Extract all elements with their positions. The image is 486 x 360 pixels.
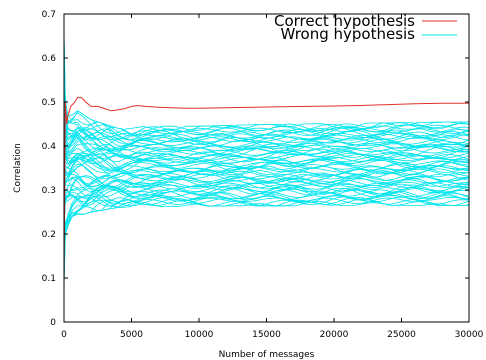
y-tick-label: 0 [50,318,56,328]
wrong-hypothesis-line [63,144,470,169]
x-tick-label: 10000 [185,330,214,340]
x-tick-label: 15000 [252,330,281,340]
wrong-hypothesis-line [63,176,470,219]
y-tick-label: 0.4 [42,142,57,152]
wrong-hypothesis-line [63,130,470,162]
legend-label-correct: Correct hypothesis [274,12,415,30]
wrong-hypothesis-line [63,196,470,274]
wrong-hypothesis-line [63,163,470,190]
y-tick-label: 0.2 [42,230,56,240]
y-tick-label: 0.1 [42,274,56,284]
y-tick-label: 0.5 [42,98,56,108]
wrong-hypothesis-line [63,148,470,171]
y-tick-label: 0.6 [42,54,57,64]
x-tick-label: 30000 [455,330,484,340]
y-tick-label: 0.7 [42,10,56,20]
wrong-hypothesis-line [63,174,470,197]
legend-label-wrong: Wrong hypothesis [281,25,416,43]
wrong-hypothesis-line [63,53,470,140]
wrong-hypothesis-line [63,168,470,187]
x-tick-label: 20000 [320,330,349,340]
wrong-hypothesis-line [63,182,470,246]
wrong-hypothesis-line [63,186,470,230]
wrong-hypothesis-line [63,152,470,175]
wrong-hypothesis-lines [63,31,470,287]
wrong-hypothesis-line [63,80,470,154]
wrong-hypothesis-line [63,96,470,157]
y-axis-label: Correlation [13,143,23,193]
y-axis-ticks: 0 0.1 0.2 0.3 0.4 0.5 0.6 0.7 [42,10,469,328]
x-axis-ticks: 0 5000 10000 15000 20000 25000 30000 [61,14,484,340]
wrong-hypothesis-line [63,157,470,173]
wrong-hypothesis-line [63,195,470,277]
x-tick-label: 5000 [120,330,143,340]
wrong-hypothesis-line [63,132,470,165]
correct-hypothesis-path [63,97,469,287]
wrong-hypothesis-line [63,31,470,134]
wrong-hypothesis-line [63,51,470,141]
wrong-hypothesis-line [63,177,470,213]
x-tick-label: 0 [61,330,67,340]
wrong-hypothesis-line [63,98,470,152]
x-tick-label: 25000 [387,330,416,340]
wrong-hypothesis-line [63,196,470,283]
wrong-hypothesis-line [63,194,470,272]
y-tick-label: 0.3 [42,186,56,196]
x-axis-label: Number of messages [219,350,315,360]
legend: Correct hypothesis Wrong hypothesis [274,12,457,43]
wrong-hypothesis-line [63,189,470,265]
correct-hypothesis-line [63,97,469,287]
wrong-hypothesis-line [63,183,470,224]
